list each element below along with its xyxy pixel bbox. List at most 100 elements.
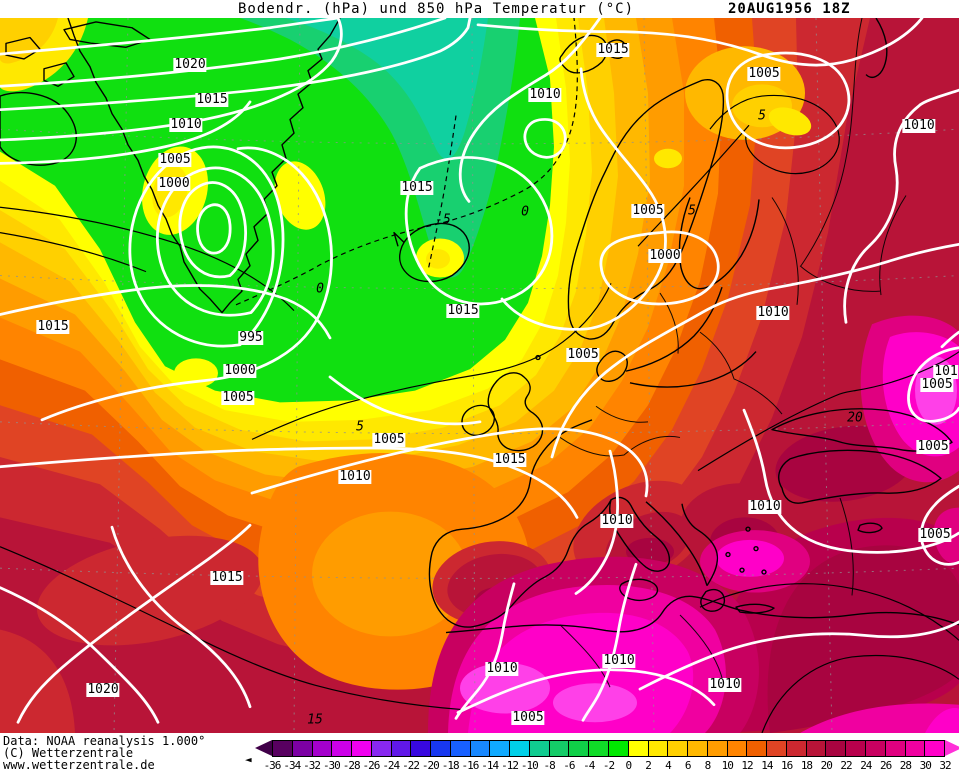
colorbar-tick-label: 16 [781, 759, 793, 770]
colorbar-tick-label: -34 [283, 759, 301, 770]
pressure-label: 1005 [916, 439, 950, 454]
colorbar-cell [627, 740, 648, 757]
colorbar-cell [825, 740, 846, 757]
colorbar-cell [845, 740, 865, 757]
pressure-label: 1005 [747, 66, 781, 81]
colorbar-cell [489, 740, 510, 757]
graticule [0, 18, 959, 733]
colorbar-tick-label: 12 [741, 759, 753, 770]
pressure-label: 1010 [708, 677, 742, 692]
copyright-text: (C) Wetterzentrale [3, 746, 134, 760]
colorbar-tick-label: -14 [481, 759, 499, 770]
map-labels: 1020 1015 1010 1005 1000 1015 1015 995 1000 1005 1… [0, 18, 959, 733]
website-text: www.wetterzentrale.de [3, 758, 155, 770]
colorbar-tick-label: -20 [421, 759, 440, 770]
temperature-contour-label: -5 [435, 212, 451, 228]
colorbar-cell [726, 740, 747, 757]
colorbar-tick-label: 10 [721, 759, 734, 770]
colorbar-cell [311, 740, 332, 757]
colorbar-tick-label: -12 [501, 759, 519, 770]
colorbar-cell [608, 740, 628, 757]
colorbar-tick-label: -4 [583, 759, 595, 770]
colorbar-tick-label: -26 [362, 759, 381, 770]
colorbar-tick-label: 32 [939, 759, 951, 770]
pressure-label: 1005 [631, 203, 665, 218]
mouse-cursor-icon: ◄ [245, 753, 252, 766]
colorbar-cell [351, 740, 371, 757]
colorbar-tick-label: 28 [899, 759, 912, 770]
colorbar-cell [864, 740, 885, 757]
temperature-contour-label: 0 [521, 204, 529, 220]
colorbar-cell [331, 740, 352, 757]
pressure-label: 1015 [210, 570, 244, 585]
colorbar-cell [805, 740, 826, 757]
colorbar-tick-label: -28 [342, 759, 361, 770]
colorbar-tick-label: -10 [520, 759, 539, 770]
temperature-contours [0, 18, 959, 733]
colorbar-tick-label: -16 [461, 759, 480, 770]
pressure-label: 1015 [596, 42, 630, 57]
colorbar-cells [272, 740, 946, 757]
colorbar-cell [647, 740, 668, 757]
data-source-text: Data: NOAA reanalysis 1.000° [3, 734, 206, 748]
pressure-label: 1010 [748, 499, 782, 514]
colorbar-cell [687, 740, 707, 757]
colorbar-tick-label: 2 [645, 759, 652, 770]
map-title: Bodendr. (hPa) und 850 hPa Temperatur (°… [238, 1, 635, 17]
colorbar-tick-label: 22 [840, 759, 852, 770]
temperature-contour-label: 15 [307, 712, 323, 728]
pressure-label: 1015 [36, 319, 70, 334]
colorbar-cell [370, 740, 391, 757]
colorbar-cell [449, 740, 470, 757]
colorbar-cell [469, 740, 490, 757]
colorbar-tick-label: 0 [625, 759, 632, 770]
pressure-label: 1005 [566, 347, 600, 362]
pressure-label: 1000 [157, 176, 191, 191]
pressure-label: 1010 [600, 513, 634, 528]
colorbar-tick-label: -22 [402, 759, 420, 770]
colorbar-right-arrow-icon [945, 740, 959, 756]
pressure-label: 1005 [511, 710, 545, 725]
colorbar-cell [568, 740, 589, 757]
colorbar-cell [390, 740, 411, 757]
temperature-contour-label: 5 [688, 203, 696, 219]
pressure-label: 1010 [169, 117, 203, 132]
temperature-colorbar: -36 -34 -32 -30 -28 -26 -24 -22 -20 -18 -16 -14 -12-… [0, 740, 959, 770]
pressure-label: 1015 [195, 92, 229, 107]
colorbar-tick-label: 6 [684, 759, 692, 770]
colorbar-left-arrow-icon [255, 740, 272, 756]
map-canvas [0, 18, 959, 733]
pressure-label: 1000 [223, 363, 257, 378]
map-datetime: 20AUG1956 18Z [728, 1, 851, 17]
temperature-contour-label: 20 [847, 410, 863, 426]
colorbar-cell [272, 740, 292, 757]
pressure-label: 1010 [902, 118, 936, 133]
colorbar-tick-label: 18 [800, 759, 813, 770]
colorbar-cell [884, 740, 905, 757]
colorbar-tick-label: -2 [602, 759, 615, 770]
pressure-label: 1010 [756, 305, 790, 320]
colorbar-cell [509, 740, 529, 757]
pressure-label: 1010 [485, 661, 519, 676]
colorbar-tick-label: 20 [820, 759, 833, 770]
colorbar-tick-label: -24 [382, 759, 400, 770]
temperature-contour-label: 5 [356, 419, 364, 435]
temperature-contour-label: 5 [758, 108, 766, 124]
colorbar-cell [291, 740, 312, 757]
colorbar-cell [548, 740, 569, 757]
colorbar-tick-label: -6 [563, 759, 575, 770]
colorbar-tick-label: -32 [303, 759, 321, 770]
pressure-label: 101 [933, 364, 959, 379]
colorbar-tick-label: 14 [761, 759, 773, 770]
pressure-label: 1010 [528, 87, 562, 102]
colorbar-tick-label: -36 [263, 759, 282, 770]
colorbar-tick-label: 26 [879, 759, 892, 770]
title-bar: Bodendr. (hPa) und 850 hPa Temperatur (°… [0, 0, 959, 18]
colorbar-cell [667, 740, 688, 757]
colorbar-tick-label: -18 [441, 759, 460, 770]
colorbar-cell [766, 740, 786, 757]
colorbar-cell [430, 740, 450, 757]
colorbar-tick-label: 24 [860, 759, 872, 770]
colorbar-cell [904, 740, 925, 757]
pressure-label: 1010 [338, 469, 372, 484]
